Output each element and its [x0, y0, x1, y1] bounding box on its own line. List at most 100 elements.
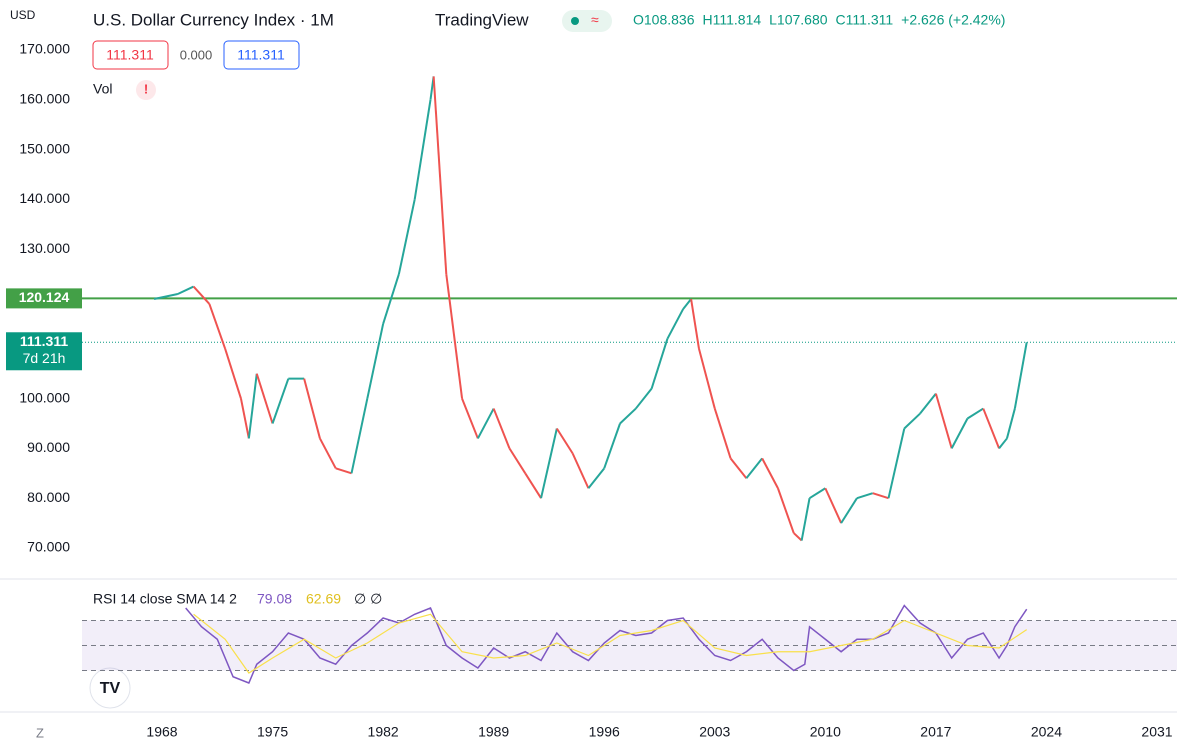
hline-label-bg [6, 288, 82, 309]
price-segment [635, 388, 653, 410]
last-price-bg [6, 332, 82, 371]
price-segment [192, 285, 211, 305]
ohlc-value: O108.836 [633, 12, 695, 28]
warning-icon[interactable] [136, 80, 156, 100]
price-segment [382, 273, 400, 325]
sma-value: 62.69 [306, 591, 341, 607]
price-segment [966, 407, 984, 420]
price-segment [177, 285, 195, 295]
price-segment [461, 398, 479, 439]
logo-mark: TV [100, 680, 121, 697]
price-segment [255, 373, 274, 424]
ohlc-value: L107.680 [769, 12, 828, 28]
source: TradingView [435, 10, 529, 29]
price-segment [603, 423, 621, 469]
price-segment [777, 487, 795, 534]
price-segment [271, 378, 290, 424]
price-segment [698, 348, 716, 409]
price-segment [856, 492, 874, 500]
change: +2.626 (+2.42%) [901, 12, 1005, 28]
x-tick-label: 1982 [368, 724, 399, 740]
legend-value: 111.311 [106, 47, 154, 63]
legend-box [223, 40, 300, 70]
price-segment [366, 323, 385, 399]
price-segment [1013, 342, 1028, 409]
price-segment [555, 427, 574, 454]
price-segment [239, 398, 250, 439]
price-segment [903, 412, 921, 430]
ohlc-value: H111.814 [703, 12, 762, 28]
status-dot [571, 17, 579, 25]
x-tick-label: 2024 [1031, 724, 1062, 740]
price-segment [998, 437, 1008, 450]
ohlc-value: C111.311 [836, 12, 894, 28]
price-segment [650, 338, 669, 389]
legend-value: 0.000 [180, 47, 213, 62]
x-tick-label: 1996 [589, 724, 620, 740]
x-tick-label: 1975 [257, 724, 288, 740]
price-segment [934, 393, 953, 449]
rsi-extra: ∅ ∅ [354, 591, 382, 607]
price-segment [872, 492, 889, 500]
price-segment [587, 467, 606, 489]
x-tick-label: 2017 [920, 724, 951, 740]
price-segment [619, 407, 637, 425]
price-segment [413, 99, 432, 200]
legend-value: 111.311 [237, 47, 285, 63]
y-tick-label: 90.000 [27, 439, 70, 455]
price-segment [800, 498, 811, 541]
legend-box [92, 40, 169, 70]
price-segment [982, 408, 1000, 449]
status-pill[interactable] [562, 10, 612, 32]
price-segment [208, 303, 227, 350]
x-tick-label: 2003 [699, 724, 730, 740]
price-segment [729, 457, 748, 479]
ohlc: O108.836 H111.814 L107.680 C111.311 +2.626 (… [633, 12, 1005, 28]
price-segment [1005, 408, 1016, 439]
chart-title: U.S. Dollar Currency Index · 1M [93, 10, 334, 29]
price-segment [432, 76, 448, 275]
price-segment [571, 452, 590, 489]
logo [89, 667, 131, 709]
x-tick-label: 1968 [146, 724, 177, 740]
price-segment [397, 199, 416, 275]
hline-label: 120.124 [19, 289, 70, 305]
status-icon: ≈ [591, 12, 599, 28]
x-tick-label: 1989 [478, 724, 509, 740]
price-segment [919, 392, 937, 415]
y-tick-label: 140.000 [19, 190, 70, 206]
warning-mark: ! [144, 81, 148, 96]
price-segment [761, 457, 779, 489]
price-segment [950, 418, 969, 449]
price-segment [445, 273, 464, 399]
y-tick-label: 70.000 [27, 539, 70, 555]
price-segment [524, 472, 542, 499]
volume-label: Vol [93, 81, 112, 97]
y-tick-label: 170.000 [19, 41, 70, 57]
rsi-title: RSI 14 close SMA 14 2 [93, 591, 237, 607]
price-segment [224, 348, 242, 399]
footer-label[interactable]: Z [36, 725, 44, 740]
rsi-value: 79.08 [257, 591, 292, 607]
price-segment [508, 447, 527, 474]
price-segment [303, 378, 321, 439]
y-tick-label: 100.000 [19, 389, 70, 405]
price-segment [745, 457, 763, 479]
y-tick-label: 150.000 [19, 140, 70, 156]
x-tick-label: 2010 [810, 724, 841, 740]
price-segment [682, 298, 692, 310]
y-tick-label: 80.000 [27, 489, 70, 505]
price-segment [690, 298, 700, 349]
y-tick-label: 130.000 [19, 240, 70, 256]
price-segment [824, 487, 843, 524]
price-segment [540, 428, 558, 499]
price-segment [476, 408, 495, 439]
currency[interactable]: USD [10, 8, 36, 22]
countdown: 7d 21h [23, 350, 66, 366]
price-segment [793, 532, 803, 542]
price-segment [350, 398, 369, 474]
price-segment [335, 467, 352, 475]
price-segment [319, 437, 337, 469]
